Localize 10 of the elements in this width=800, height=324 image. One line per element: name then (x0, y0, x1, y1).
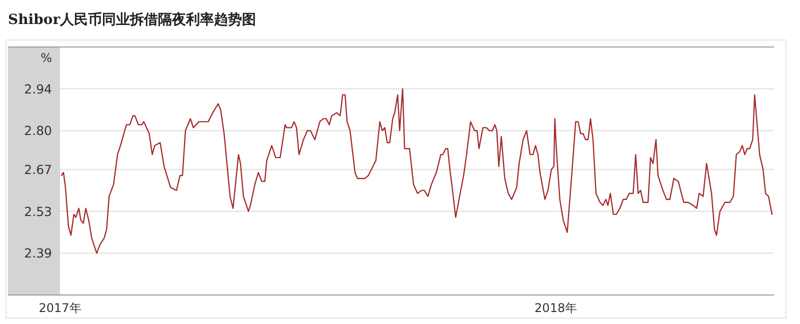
y-tick-label: 2.67 (24, 162, 52, 178)
x-tick-label: 2017年 (38, 301, 82, 315)
y-tick-label: 2.53 (24, 204, 52, 219)
y-tick-label: 2.94 (24, 81, 52, 96)
x-tick-label: 2018年 (534, 301, 578, 315)
chart-title: Shibor人民币同业拆借隔夜利率趋势图 (8, 11, 256, 28)
line-series (60, 88, 773, 254)
y-axis-title: % (40, 51, 52, 65)
y-tick-label: 2.39 (24, 246, 52, 261)
y-tick-label: 2.80 (24, 123, 52, 138)
